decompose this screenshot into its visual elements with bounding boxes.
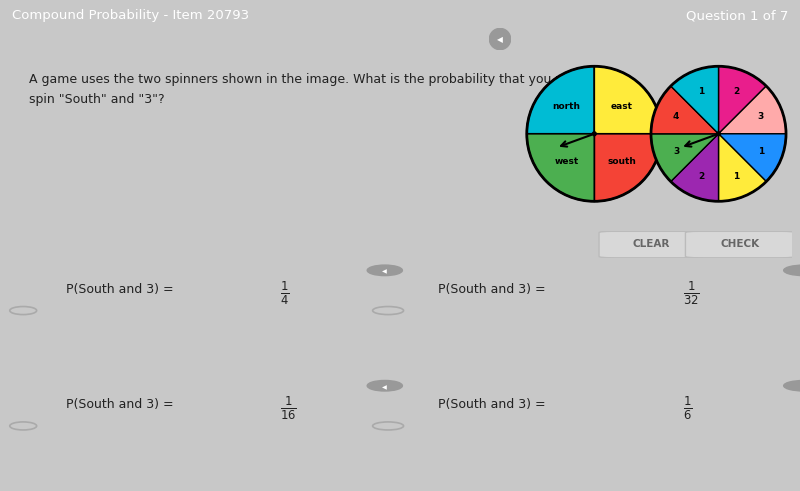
Wedge shape: [594, 134, 662, 201]
Wedge shape: [526, 134, 594, 201]
Text: Question 1 of 7: Question 1 of 7: [686, 9, 788, 23]
Text: west: west: [554, 157, 578, 166]
Text: ◀: ◀: [497, 35, 503, 44]
Text: CHECK: CHECK: [721, 239, 760, 249]
Wedge shape: [651, 134, 718, 182]
Text: $\mathregular{\frac{1}{16}}$: $\mathregular{\frac{1}{16}}$: [279, 395, 296, 422]
Text: CLEAR: CLEAR: [632, 239, 670, 249]
Text: 2: 2: [698, 172, 704, 181]
Text: 4: 4: [673, 112, 679, 121]
Text: $\mathregular{\frac{1}{4}}$: $\mathregular{\frac{1}{4}}$: [279, 279, 289, 307]
Circle shape: [784, 265, 800, 275]
FancyBboxPatch shape: [599, 231, 702, 258]
Text: $\mathregular{\frac{1}{6}}$: $\mathregular{\frac{1}{6}}$: [683, 395, 692, 422]
Text: 3: 3: [758, 112, 764, 121]
Wedge shape: [718, 66, 766, 134]
Circle shape: [367, 381, 402, 391]
Wedge shape: [651, 86, 718, 134]
Text: Compound Probability - Item 20793: Compound Probability - Item 20793: [12, 9, 249, 23]
FancyBboxPatch shape: [686, 231, 795, 258]
Text: south: south: [607, 157, 637, 166]
Circle shape: [784, 381, 800, 391]
Wedge shape: [526, 66, 594, 134]
Text: ◀: ◀: [382, 385, 387, 390]
Wedge shape: [718, 134, 786, 182]
Text: 1: 1: [758, 147, 764, 156]
Text: P(South and 3) =: P(South and 3) =: [438, 398, 550, 411]
Text: ◀: ◀: [382, 270, 387, 275]
Text: 1: 1: [733, 172, 739, 181]
Text: P(South and 3) =: P(South and 3) =: [438, 283, 550, 296]
Wedge shape: [594, 66, 662, 134]
Text: east: east: [611, 102, 633, 110]
Circle shape: [490, 28, 510, 50]
Wedge shape: [670, 66, 718, 134]
Text: A game uses the two spinners shown in the image. What is the probability that yo: A game uses the two spinners shown in th…: [30, 73, 577, 107]
Text: P(South and 3) =: P(South and 3) =: [66, 283, 178, 296]
Text: 3: 3: [673, 147, 679, 156]
Text: 1: 1: [698, 87, 704, 96]
Circle shape: [592, 132, 596, 136]
Text: 2: 2: [733, 87, 739, 96]
Wedge shape: [718, 134, 766, 201]
Text: north: north: [553, 102, 581, 110]
Text: $\mathregular{\frac{1}{32}}$: $\mathregular{\frac{1}{32}}$: [683, 279, 700, 307]
Wedge shape: [718, 86, 786, 134]
Text: P(South and 3) =: P(South and 3) =: [66, 398, 178, 411]
Circle shape: [367, 265, 402, 275]
Circle shape: [717, 132, 721, 136]
Wedge shape: [670, 134, 718, 201]
